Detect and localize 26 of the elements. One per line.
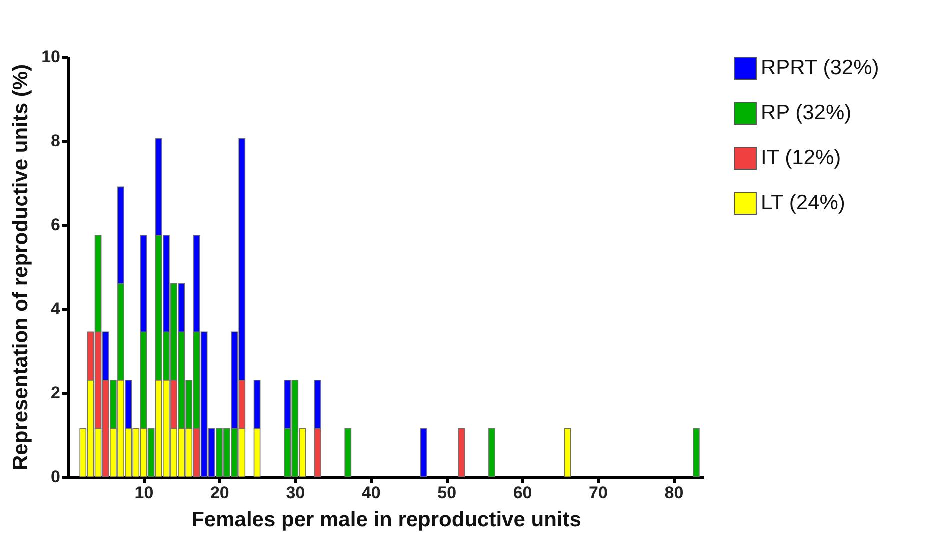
legend-label: RPRT (32%) <box>761 56 880 80</box>
legend-label: LT (24%) <box>761 192 846 214</box>
bar <box>564 428 572 478</box>
bar <box>488 428 496 478</box>
x-tick-label: 20 <box>210 484 230 502</box>
y-tick-label: 6 <box>51 216 60 234</box>
bar <box>344 428 352 478</box>
bar <box>693 428 700 478</box>
x-tick-label: 40 <box>362 484 381 502</box>
y-tick-label: 10 <box>42 48 60 66</box>
y-tick-label: 0 <box>51 468 60 486</box>
x-tick-label: 50 <box>438 484 457 502</box>
y-tick-label: 8 <box>51 132 60 150</box>
bar <box>458 428 466 478</box>
y-tick-label: 4 <box>51 300 62 318</box>
bar <box>420 428 428 478</box>
y-axis-title: Representation of reproductive units (%) <box>10 64 33 471</box>
x-tick-label: 80 <box>664 484 684 502</box>
x-tick-label: 70 <box>589 484 608 502</box>
y-tick-label: 2 <box>51 384 60 402</box>
x-tick-label: 10 <box>134 484 154 502</box>
x-tick-label: 60 <box>513 484 532 502</box>
x-axis-title: Females per male in reproductive units <box>192 508 582 532</box>
legend-label: IT (12%) <box>761 146 842 170</box>
x-tick-label: 30 <box>286 484 306 502</box>
legend-label: RP (32%) <box>761 102 852 124</box>
